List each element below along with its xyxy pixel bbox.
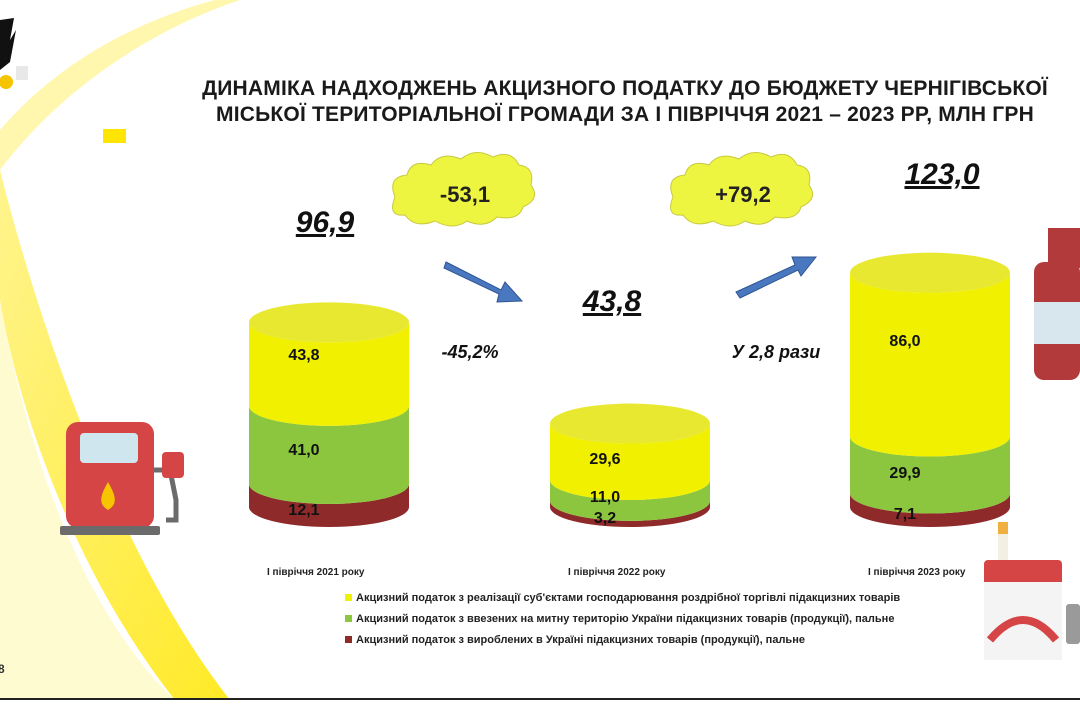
page-number: 8: [0, 662, 5, 676]
chart-title-line1: ДИНАМІКА НАДХОДЖЕНЬ АКЦИЗНОГО ПОДАТКУ ДО…: [202, 77, 1048, 100]
change-cloud: [392, 152, 536, 227]
x-tick-label: І півріччя 2021 року: [267, 567, 365, 578]
data-label: 41,0: [288, 442, 319, 459]
data-label: 29,6: [589, 451, 620, 468]
bar-segment-retail: [850, 272, 1010, 457]
bar-top-cap: [550, 403, 710, 444]
bar-segment-retail: [249, 322, 409, 426]
bar-segment-domestic: [249, 483, 409, 527]
legend-swatch-imported: [345, 615, 352, 622]
chart-title-line2: МІСЬКОЇ ТЕРИТОРІАЛЬНОЇ ГРОМАДИ ЗА І ПІВР…: [216, 103, 1034, 126]
change-percent: -45,2%: [441, 342, 498, 362]
bar-segment-retail: [550, 423, 710, 500]
data-label: 3,2: [594, 510, 616, 527]
yellow-swoosh-light: [0, 300, 175, 700]
footer-divider: [0, 698, 1080, 700]
bar-segment-domestic: [850, 493, 1010, 527]
yellow-marker-square: [103, 129, 126, 143]
arrow-up-icon: [735, 256, 818, 299]
change-value: -53,1: [440, 182, 490, 207]
bar-segment-imported: [850, 436, 1010, 514]
change-value: +79,2: [715, 182, 771, 207]
legend-label: Акцизний податок з вироблених в Україні …: [356, 633, 805, 646]
corner-marker: [16, 66, 28, 80]
total-label: 96,9: [296, 206, 355, 239]
logo-icon: [0, 18, 16, 89]
total-label: 43,8: [582, 285, 642, 318]
bar-top-cap: [850, 252, 1010, 293]
legend-label: Акцизний податок з ввезених на митну тер…: [356, 612, 895, 625]
yellow-swoosh: [0, 170, 230, 700]
arrow-down-icon: [443, 261, 524, 303]
chart-title: ДИНАМІКА НАДХОДЖЕНЬ АКЦИЗНОГО ПОДАТКУ ДО…: [150, 76, 1080, 128]
x-tick-label: І півріччя 2023 року: [868, 567, 966, 578]
chart-legend: Акцизний податок з реалізації суб'єктами…: [345, 587, 900, 650]
change-cloud: [670, 152, 814, 227]
bar-segment-domestic: [550, 500, 710, 527]
legend-swatch-retail: [345, 594, 352, 601]
data-label: 7,1: [894, 506, 916, 523]
change-ratio: У 2,8 рази: [732, 342, 820, 362]
yellow-swoosh-top: [0, 0, 240, 170]
legend-label: Акцизний податок з реалізації суб'єктами…: [356, 591, 901, 604]
legend-swatch-domestic: [345, 636, 352, 643]
fuel-pump-icon: [60, 422, 184, 535]
data-label: 11,0: [590, 489, 620, 506]
data-label: 86,0: [889, 333, 920, 350]
x-tick-label: І півріччя 2022 року: [568, 567, 666, 578]
data-label: 12,1: [288, 502, 319, 519]
data-label: 29,9: [889, 465, 920, 482]
total-label: 123,0: [904, 158, 979, 191]
legend-item: Акцизний податок з реалізації суб'єктами…: [345, 587, 900, 608]
bar-segment-imported: [550, 479, 710, 521]
bar-top-cap: [249, 302, 409, 343]
cigarette-pack-icon: [984, 522, 1080, 660]
legend-item: Акцизний податок з вироблених в Україні …: [345, 629, 900, 650]
bottle-icon: [1034, 228, 1080, 380]
bar-segment-imported: [249, 405, 409, 504]
data-label: 43,8: [288, 347, 319, 364]
legend-item: Акцизний податок з ввезених на митну тер…: [345, 608, 900, 629]
